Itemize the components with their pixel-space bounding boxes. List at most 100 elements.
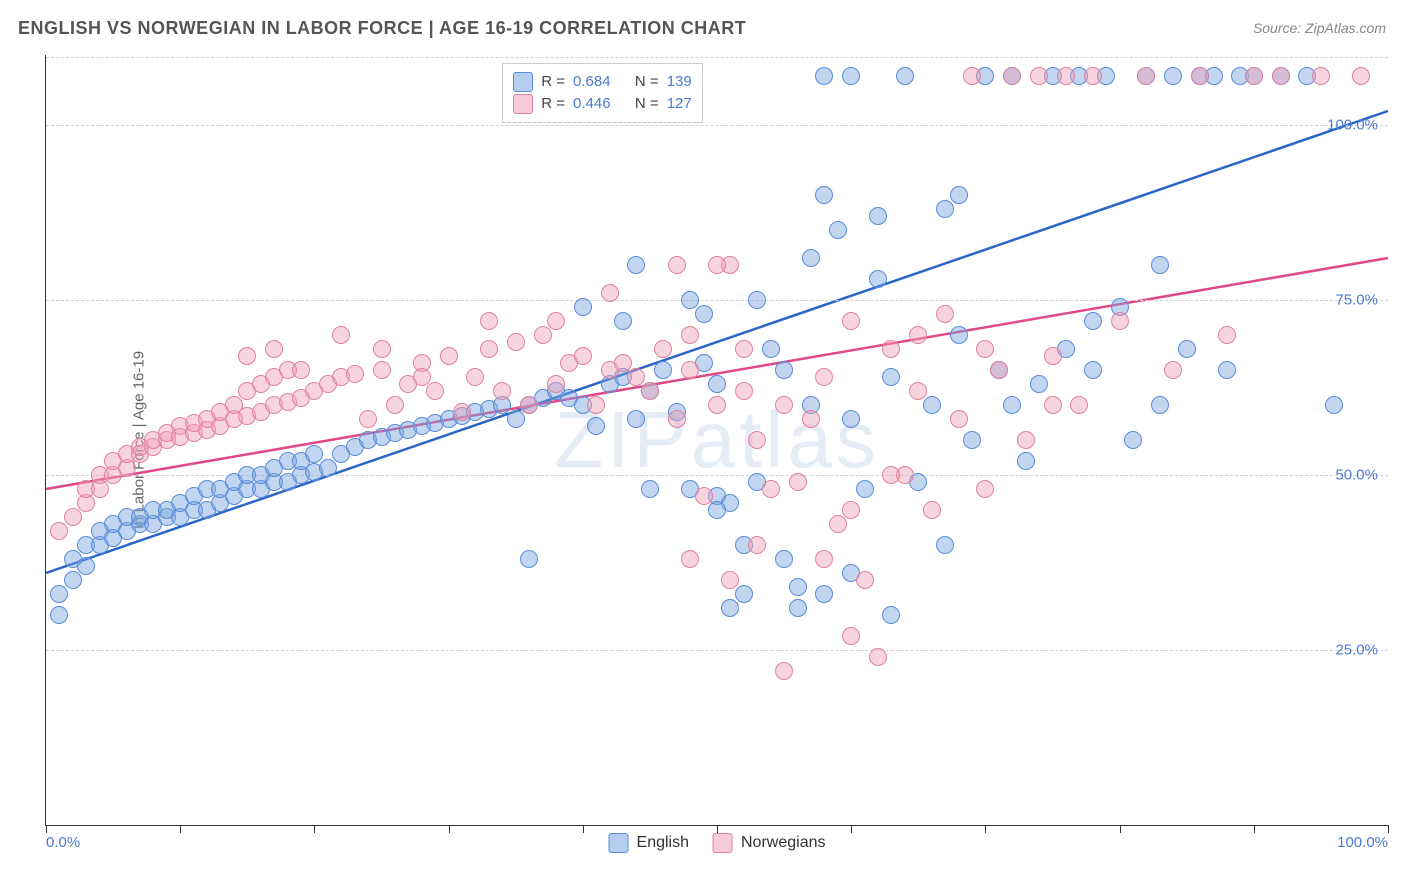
data-point bbox=[936, 305, 954, 323]
data-point bbox=[708, 501, 726, 519]
data-point bbox=[1044, 347, 1062, 365]
data-point bbox=[963, 67, 981, 85]
data-point bbox=[909, 326, 927, 344]
data-point bbox=[856, 480, 874, 498]
data-point bbox=[721, 571, 739, 589]
data-point bbox=[695, 305, 713, 323]
data-point bbox=[990, 361, 1008, 379]
legend-n-label: N = bbox=[635, 95, 659, 112]
legend-r-value: 0.684 bbox=[573, 73, 611, 90]
x-tick-mark bbox=[985, 825, 986, 833]
data-point bbox=[735, 340, 753, 358]
data-point bbox=[748, 291, 766, 309]
data-point bbox=[587, 396, 605, 414]
data-point bbox=[775, 550, 793, 568]
correlation-legend: R =0.684 N =139R =0.446 N =127 bbox=[502, 63, 702, 123]
data-point bbox=[547, 312, 565, 330]
data-point bbox=[815, 186, 833, 204]
data-point bbox=[614, 354, 632, 372]
data-point bbox=[681, 550, 699, 568]
trend-line bbox=[46, 258, 1388, 489]
data-point bbox=[1084, 312, 1102, 330]
data-point bbox=[976, 480, 994, 498]
data-point bbox=[775, 662, 793, 680]
data-point bbox=[869, 270, 887, 288]
data-point bbox=[762, 340, 780, 358]
data-point bbox=[480, 312, 498, 330]
data-point bbox=[346, 365, 364, 383]
data-point bbox=[1137, 67, 1155, 85]
grid-line bbox=[46, 300, 1388, 301]
data-point bbox=[1164, 361, 1182, 379]
legend-swatch bbox=[513, 72, 533, 92]
data-point bbox=[695, 487, 713, 505]
data-point bbox=[641, 480, 659, 498]
data-point bbox=[721, 599, 739, 617]
data-point bbox=[1218, 361, 1236, 379]
data-point bbox=[1044, 396, 1062, 414]
data-point bbox=[950, 326, 968, 344]
data-point bbox=[373, 361, 391, 379]
legend-n-value: 139 bbox=[667, 73, 692, 90]
data-point bbox=[1084, 67, 1102, 85]
data-point bbox=[1017, 452, 1035, 470]
data-point bbox=[64, 508, 82, 526]
data-point bbox=[654, 340, 672, 358]
data-point bbox=[654, 361, 672, 379]
data-point bbox=[936, 536, 954, 554]
y-tick-label: 25.0% bbox=[1335, 642, 1378, 659]
data-point bbox=[681, 361, 699, 379]
data-point bbox=[507, 410, 525, 428]
data-point bbox=[50, 522, 68, 540]
data-point bbox=[77, 557, 95, 575]
data-point bbox=[534, 326, 552, 344]
data-point bbox=[614, 312, 632, 330]
data-point bbox=[1164, 67, 1182, 85]
data-point bbox=[238, 347, 256, 365]
data-point bbox=[923, 501, 941, 519]
legend-item: Norwegians bbox=[713, 833, 825, 853]
x-tick-mark bbox=[1254, 825, 1255, 833]
series-legend: EnglishNorwegians bbox=[609, 833, 826, 853]
legend-swatch bbox=[609, 833, 629, 853]
data-point bbox=[332, 326, 350, 344]
data-point bbox=[842, 410, 860, 428]
data-point bbox=[1111, 312, 1129, 330]
data-point bbox=[1151, 396, 1169, 414]
data-point bbox=[627, 410, 645, 428]
data-point bbox=[1218, 326, 1236, 344]
y-tick-label: 75.0% bbox=[1335, 292, 1378, 309]
data-point bbox=[708, 256, 726, 274]
data-point bbox=[829, 515, 847, 533]
data-point bbox=[789, 599, 807, 617]
chart-title: ENGLISH VS NORWEGIAN IN LABOR FORCE | AG… bbox=[18, 18, 746, 39]
x-tick-mark bbox=[1120, 825, 1121, 833]
data-point bbox=[869, 648, 887, 666]
data-point bbox=[574, 347, 592, 365]
data-point bbox=[1352, 67, 1370, 85]
data-point bbox=[882, 340, 900, 358]
data-point bbox=[627, 256, 645, 274]
data-point bbox=[453, 403, 471, 421]
data-point bbox=[265, 340, 283, 358]
data-point bbox=[601, 284, 619, 302]
data-point bbox=[789, 473, 807, 491]
legend-r-label: R = bbox=[541, 73, 565, 90]
grid-line bbox=[46, 57, 1388, 58]
legend-n-value: 127 bbox=[667, 95, 692, 112]
legend-r-label: R = bbox=[541, 95, 565, 112]
data-point bbox=[440, 347, 458, 365]
data-point bbox=[1245, 67, 1263, 85]
data-point bbox=[1030, 67, 1048, 85]
data-point bbox=[789, 578, 807, 596]
legend-label: Norwegians bbox=[741, 834, 825, 852]
data-point bbox=[976, 340, 994, 358]
data-point bbox=[735, 585, 753, 603]
data-point bbox=[963, 431, 981, 449]
legend-row: R =0.446 N =127 bbox=[513, 94, 691, 114]
data-point bbox=[50, 585, 68, 603]
data-point bbox=[50, 606, 68, 624]
x-tick-mark bbox=[583, 825, 584, 833]
data-point bbox=[775, 361, 793, 379]
data-point bbox=[950, 186, 968, 204]
